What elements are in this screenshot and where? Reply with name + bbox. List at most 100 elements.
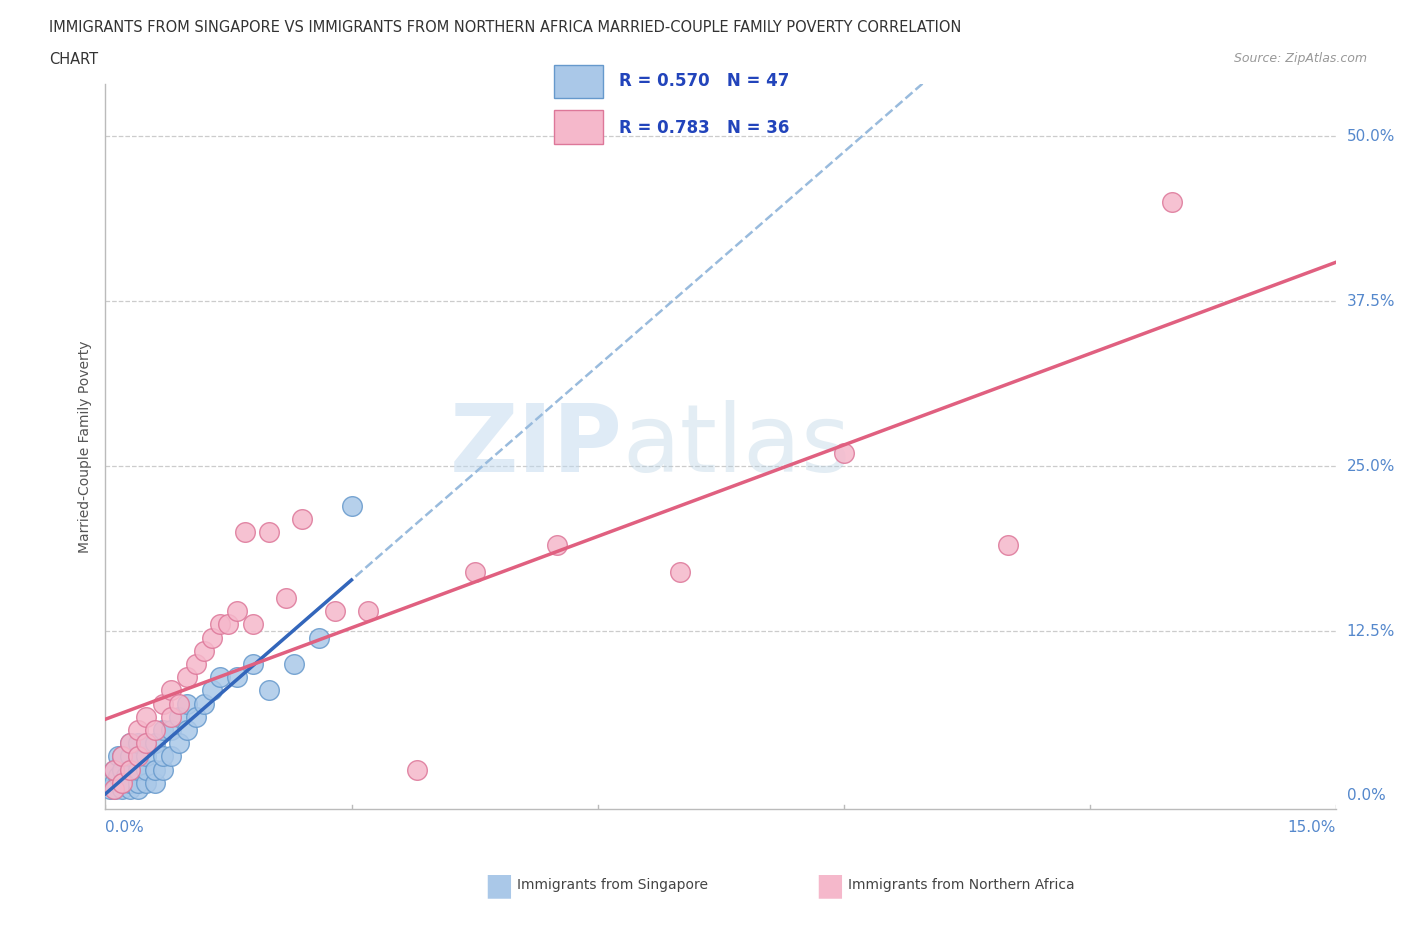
Point	[104, 782, 127, 797]
Point	[98, 782, 121, 797]
Point	[127, 749, 149, 764]
Point	[135, 776, 157, 790]
Point	[997, 538, 1019, 552]
Text: 12.5%: 12.5%	[1347, 623, 1395, 639]
Point	[308, 631, 330, 645]
Point	[176, 697, 198, 711]
Text: ■: ■	[815, 870, 844, 900]
Point	[135, 736, 157, 751]
Point	[120, 776, 141, 790]
Point	[103, 762, 125, 777]
Point	[242, 617, 264, 631]
Point	[160, 749, 183, 764]
Point	[111, 762, 134, 777]
Point	[152, 697, 174, 711]
Point	[143, 723, 166, 737]
Point	[169, 736, 191, 751]
Point	[169, 710, 191, 724]
Point	[201, 683, 224, 698]
Point	[209, 617, 232, 631]
Point	[218, 617, 240, 631]
Point	[127, 736, 149, 751]
Point	[103, 782, 125, 797]
Point	[283, 657, 305, 671]
Point	[193, 644, 215, 658]
Text: atlas: atlas	[621, 401, 851, 492]
Bar	[554, 111, 603, 144]
Point	[111, 776, 134, 790]
Point	[546, 538, 568, 552]
Point	[464, 565, 486, 579]
Point	[152, 749, 174, 764]
Point	[340, 498, 363, 513]
Point	[176, 723, 198, 737]
Point	[259, 683, 281, 698]
Point	[135, 710, 157, 724]
Point	[120, 762, 141, 777]
Text: 37.5%: 37.5%	[1347, 294, 1395, 309]
Point	[135, 736, 157, 751]
Point	[184, 657, 207, 671]
Point	[832, 445, 855, 460]
Point	[127, 776, 149, 790]
Text: Source: ZipAtlas.com: Source: ZipAtlas.com	[1233, 52, 1367, 65]
Point	[152, 762, 174, 777]
Text: R = 0.570   N = 47: R = 0.570 N = 47	[619, 72, 789, 89]
Text: Immigrants from Northern Africa: Immigrants from Northern Africa	[848, 878, 1074, 893]
Point	[274, 591, 297, 605]
Point	[201, 631, 224, 645]
Point	[160, 710, 183, 724]
Text: Immigrants from Singapore: Immigrants from Singapore	[517, 878, 709, 893]
Point	[111, 749, 134, 764]
Point	[111, 749, 134, 764]
Point	[120, 762, 141, 777]
Point	[259, 525, 281, 539]
Point	[291, 512, 314, 526]
Point	[120, 782, 141, 797]
Point	[225, 604, 247, 618]
Point	[107, 749, 129, 764]
Text: 50.0%: 50.0%	[1347, 129, 1395, 144]
Point	[406, 762, 429, 777]
Point	[120, 749, 141, 764]
Point	[120, 736, 141, 751]
Point	[135, 762, 157, 777]
Text: 15.0%: 15.0%	[1288, 820, 1336, 835]
Text: CHART: CHART	[49, 52, 98, 67]
Point	[127, 749, 149, 764]
Point	[242, 657, 264, 671]
Point	[107, 769, 129, 784]
Point	[233, 525, 256, 539]
Point	[103, 776, 125, 790]
Point	[135, 749, 157, 764]
Point	[357, 604, 380, 618]
Point	[127, 723, 149, 737]
Point	[115, 769, 138, 784]
Point	[1160, 195, 1182, 210]
Point	[127, 762, 149, 777]
Point	[169, 697, 191, 711]
Point	[160, 683, 183, 698]
Text: IMMIGRANTS FROM SINGAPORE VS IMMIGRANTS FROM NORTHERN AFRICA MARRIED-COUPLE FAMI: IMMIGRANTS FROM SINGAPORE VS IMMIGRANTS …	[49, 20, 962, 35]
Point	[120, 736, 141, 751]
Point	[103, 762, 125, 777]
Point	[193, 697, 215, 711]
Text: ■: ■	[485, 870, 513, 900]
Point	[225, 670, 247, 684]
Text: R = 0.783   N = 36: R = 0.783 N = 36	[619, 118, 789, 137]
Point	[176, 670, 198, 684]
Point	[127, 782, 149, 797]
Text: 0.0%: 0.0%	[105, 820, 145, 835]
Point	[143, 736, 166, 751]
Text: 0.0%: 0.0%	[1347, 789, 1385, 804]
Text: 25.0%: 25.0%	[1347, 458, 1395, 473]
Point	[160, 723, 183, 737]
Text: ZIP: ZIP	[450, 401, 621, 492]
Bar	[554, 64, 603, 98]
Point	[184, 710, 207, 724]
Y-axis label: Married-Couple Family Poverty: Married-Couple Family Poverty	[77, 340, 91, 552]
Point	[152, 723, 174, 737]
Point	[111, 776, 134, 790]
Point	[143, 776, 166, 790]
Point	[143, 762, 166, 777]
